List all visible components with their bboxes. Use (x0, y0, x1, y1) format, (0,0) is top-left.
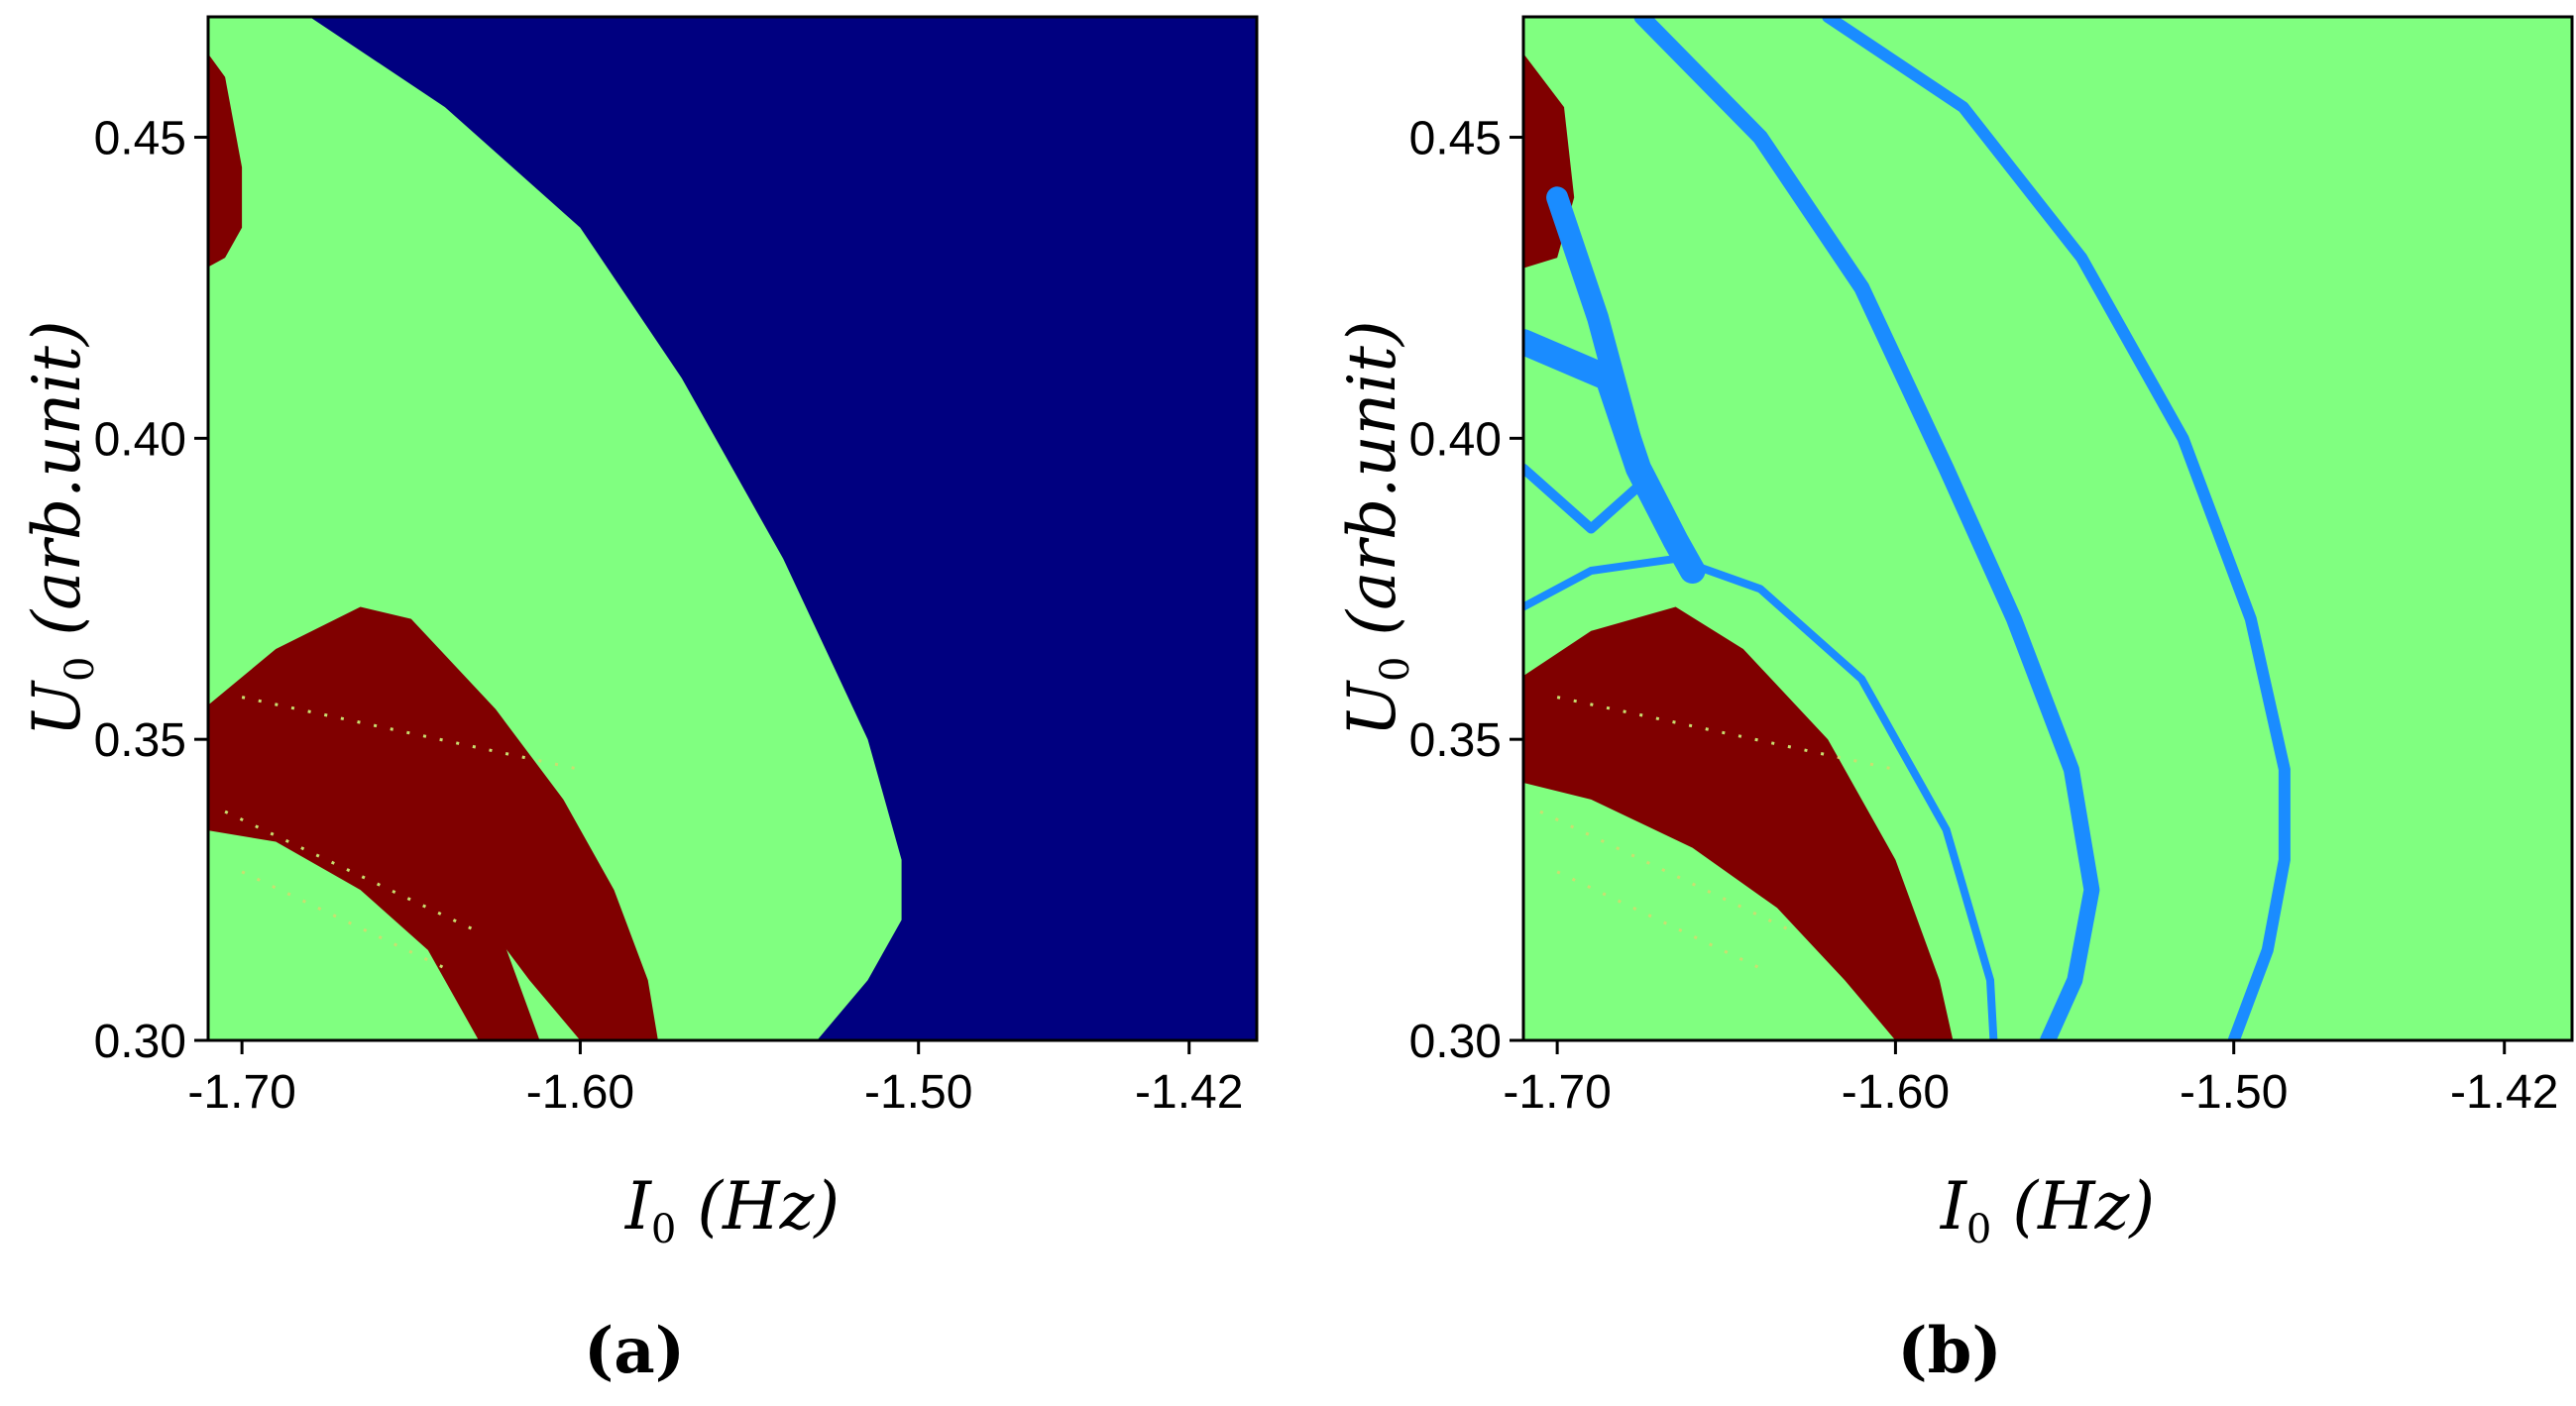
plot-area (1523, 17, 2572, 1040)
lower-left-band (208, 606, 658, 1040)
x-axis-label-unit: (Hz) (1991, 1168, 2155, 1244)
y-tick-label: 0.45 (94, 113, 186, 165)
outer-stripe (1822, 17, 2291, 1040)
x-tick-label: -1.42 (1135, 1066, 1243, 1119)
y-tick-label: 0.40 (1409, 413, 1502, 466)
navy-region (309, 17, 1257, 1040)
speckle-line-0 (241, 696, 581, 772)
y-tick-label: 0.35 (1409, 714, 1502, 767)
y-axis-label: U0 (arb.unit) (1334, 320, 1418, 736)
x-axis-label-unit: (Hz) (676, 1168, 840, 1244)
x-tick-label: -1.70 (187, 1066, 295, 1119)
x-tick-label: -1.60 (1842, 1066, 1950, 1119)
y-tick-label: 0.30 (94, 1016, 186, 1068)
middle-stripe (1633, 17, 2100, 1040)
y-axis-label-sub: 0 (57, 657, 103, 682)
x-tick-label: -1.50 (864, 1066, 972, 1119)
plot-area (208, 17, 1257, 1040)
lower-left-band (1523, 606, 1954, 1040)
y-tick-label: 0.45 (1409, 113, 1502, 165)
lower-left-band-2 (208, 740, 540, 1040)
x-tick-label: -1.50 (2180, 1066, 2288, 1119)
y-tick-label: 0.30 (1409, 1016, 1502, 1068)
y-axis-label: U0 (arb.unit) (19, 320, 103, 736)
x-tick-label: -1.70 (1503, 1066, 1611, 1119)
speckle-line-0 (1556, 696, 1896, 772)
speckle-line-2 (241, 870, 446, 970)
y-tick-label: 0.35 (94, 714, 186, 767)
x-axis-label-main: I (1940, 1168, 1968, 1244)
upper-left-blob (208, 54, 243, 268)
y-axis-label-unit: (arb.unit) (19, 320, 95, 656)
x-tick-label: -1.60 (526, 1066, 634, 1119)
panel-label: (b) (1897, 1314, 2001, 1388)
branch-lower (1523, 463, 1643, 534)
y-axis-label-main: U (19, 680, 95, 737)
x-axis-label-sub: 0 (651, 1207, 676, 1252)
plot-frame (206, 15, 1259, 1042)
background-region (1523, 17, 2572, 1040)
plot-frame (1521, 15, 2574, 1042)
inner-arc (1523, 554, 1998, 1040)
y-axis-label-main: U (1334, 680, 1410, 737)
x-axis-label: I0 (Hz) (1940, 1168, 2155, 1252)
y-axis-label-unit: (arb.unit) (1334, 320, 1410, 656)
x-axis-label-sub: 0 (1966, 1207, 1991, 1252)
y-axis-label-sub: 0 (1373, 657, 1418, 682)
x-tick-label: -1.42 (2450, 1066, 2558, 1119)
branch-stem (1546, 186, 1649, 480)
x-axis-label: I0 (Hz) (624, 1168, 840, 1252)
panel-label: (a) (584, 1314, 685, 1388)
y-tick-label: 0.40 (94, 413, 186, 466)
speckle-line-2 (1556, 870, 1761, 970)
x-axis-label-main: I (624, 1168, 653, 1244)
